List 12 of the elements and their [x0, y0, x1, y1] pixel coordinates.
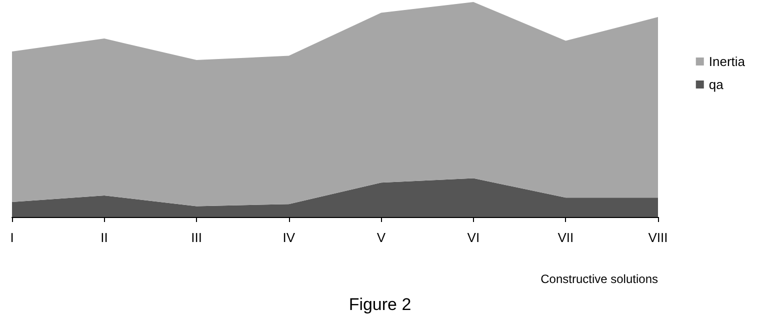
x-tick-label: VIII	[648, 230, 668, 245]
x-tick-label: V	[376, 230, 386, 245]
x-tick-label: IV	[282, 230, 296, 245]
x-tick-label: VI	[467, 230, 480, 245]
x-tick-label: VII	[558, 230, 574, 245]
legend-label: Inertia	[708, 54, 746, 69]
legend-label: qa	[708, 77, 724, 92]
caption: Figure 2	[348, 295, 412, 314]
x-tick-label: II	[100, 230, 108, 245]
x-tick-label: I	[10, 230, 14, 245]
x-tick-label: III	[191, 230, 202, 245]
x-axis-title: Constructive solutions	[540, 272, 658, 286]
